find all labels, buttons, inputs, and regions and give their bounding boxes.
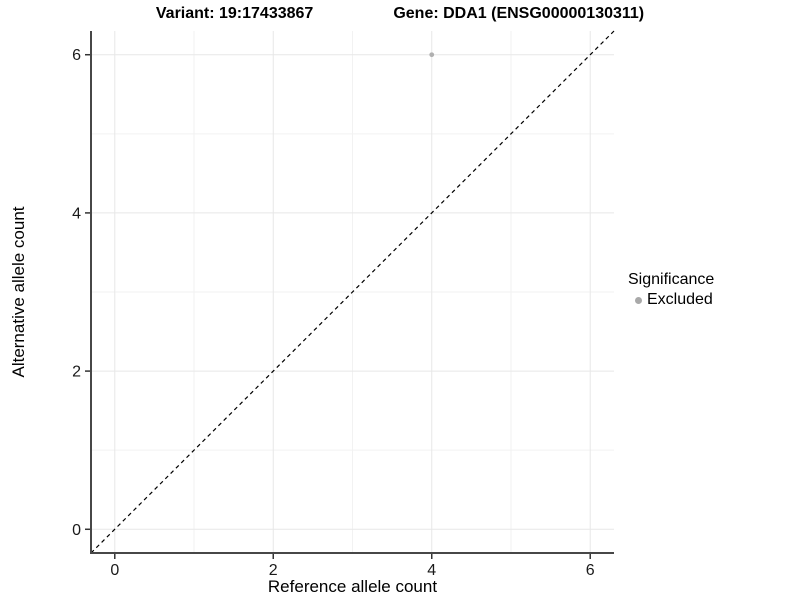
y-tick-label: 0 — [72, 522, 81, 539]
excluded-point-icon — [635, 296, 642, 304]
plot-title-gene: Gene: DDA1 (ENSG00000130311) — [393, 5, 645, 22]
legend: Significance Excluded — [628, 270, 714, 310]
x-tick-label: 2 — [269, 562, 278, 579]
x-tick-label: 6 — [586, 562, 595, 579]
x-tick-label: 4 — [427, 562, 436, 579]
plot-title-row: Variant: 19:17433867 Gene: DDA1 (ENSG000… — [0, 5, 800, 23]
y-tick-label: 6 — [72, 47, 81, 64]
plot-title-variant: Variant: 19:17433867 — [155, 5, 314, 22]
y-tick-label: 2 — [72, 364, 81, 381]
legend-title: Significance — [628, 271, 715, 288]
x-tick-label: 0 — [110, 562, 119, 579]
legend-item-label: Excluded — [647, 291, 713, 308]
legend-item-excluded: Excluded — [628, 290, 714, 310]
x-axis-label: Reference allele count — [267, 577, 438, 596]
data-point — [429, 52, 435, 58]
y-tick-label: 4 — [72, 205, 81, 222]
identity-dashed-line — [90, 30, 615, 554]
y-axis-label: Alternative allele count — [9, 206, 28, 378]
